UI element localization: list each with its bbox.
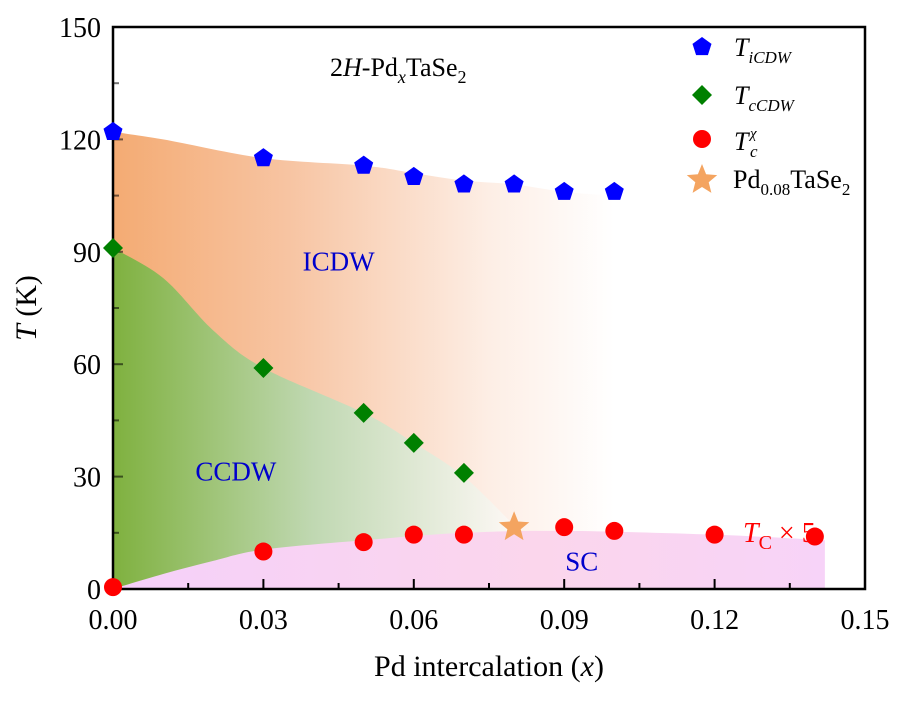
data-point-t-c-chi xyxy=(555,518,574,537)
data-point-t-ccdw xyxy=(453,462,474,483)
data-point-t-icdw xyxy=(103,121,123,140)
region-label-ccdw: CCDW xyxy=(195,456,277,486)
x-tick-label: 0.03 xyxy=(239,605,288,636)
legend-marker-pd0-08tase2 xyxy=(686,164,718,193)
legend-label-tccdw: TcCDW xyxy=(734,81,796,115)
legend-label-tc-chi: T xyxy=(734,127,750,156)
data-point-t-icdw xyxy=(454,174,474,193)
data-point-t-ccdw xyxy=(403,432,424,453)
region-sc xyxy=(113,530,825,589)
legend: TiCDW TcCDW T χ c Pd0.08TaSe2 xyxy=(686,33,850,199)
x-tick-label: 0.06 xyxy=(389,605,438,636)
x-tick-label: 0.00 xyxy=(89,605,138,636)
legend-label-ticdw: TiCDW xyxy=(734,33,793,67)
data-point-t-icdw xyxy=(504,174,524,193)
region-labels: ICDW CCDW SC xyxy=(195,247,598,577)
legend-marker-t-ccdw xyxy=(692,85,712,105)
x-tick-label: 0.15 xyxy=(841,605,890,636)
y-tick-label: 120 xyxy=(59,125,101,156)
y-axis-label: T (K) xyxy=(10,275,43,341)
y-tick-label: 0 xyxy=(87,575,101,606)
legend-label-tc-chi-sup: χ xyxy=(748,126,757,142)
y-tick-label: 30 xyxy=(73,463,101,494)
data-point-t-ccdw xyxy=(103,238,123,259)
data-point-t-c-chi xyxy=(705,525,724,544)
y-tick-label: 60 xyxy=(73,350,101,381)
tc-times-5-annotation: TC × 5 xyxy=(743,518,816,554)
data-point-t-icdw xyxy=(604,181,624,200)
data-point-t-c-chi xyxy=(354,533,373,552)
x-tick-label: 0.12 xyxy=(690,605,739,636)
data-point-t-icdw xyxy=(253,148,273,167)
data-point-t-c-chi xyxy=(254,542,273,561)
data-point-t-c-chi xyxy=(454,525,473,544)
data-point-t-c-chi xyxy=(104,578,122,597)
data-point-pd0-08tase2 xyxy=(498,511,530,541)
data-point-t-c-chi xyxy=(805,527,824,546)
x-tick-label: 0.09 xyxy=(540,605,589,636)
legend-label-tc-chi-sub: c xyxy=(750,142,758,161)
data-point-t-ccdw xyxy=(253,357,274,378)
y-tick-label: 150 xyxy=(59,13,101,44)
y-tick-label: 90 xyxy=(73,238,101,269)
region-label-icdw: ICDW xyxy=(303,247,375,277)
data-markers xyxy=(103,121,824,597)
region-ccdw xyxy=(113,248,515,589)
data-point-t-icdw xyxy=(554,181,574,200)
data-point-t-ccdw xyxy=(353,402,374,423)
legend-marker-t-c-chi xyxy=(693,130,711,148)
data-point-t-c-chi xyxy=(404,525,423,544)
data-point-t-icdw xyxy=(404,166,424,185)
legend-label-pd008tase2: Pd0.08TaSe2 xyxy=(733,165,850,199)
x-axis-label: Pd intercalation (x) xyxy=(374,650,604,683)
axes: 0.00 0.03 0.06 0.09 0.12 0.15 0 30 60 90 120 150 xyxy=(59,13,890,636)
phase-regions xyxy=(113,131,825,589)
data-point-t-icdw xyxy=(354,155,374,174)
chart-title: 2H-PdxTaSe2 xyxy=(330,53,467,87)
legend-marker-t-icdw xyxy=(692,37,712,56)
data-point-t-c-chi xyxy=(605,521,624,540)
region-label-sc: SC xyxy=(565,546,598,576)
